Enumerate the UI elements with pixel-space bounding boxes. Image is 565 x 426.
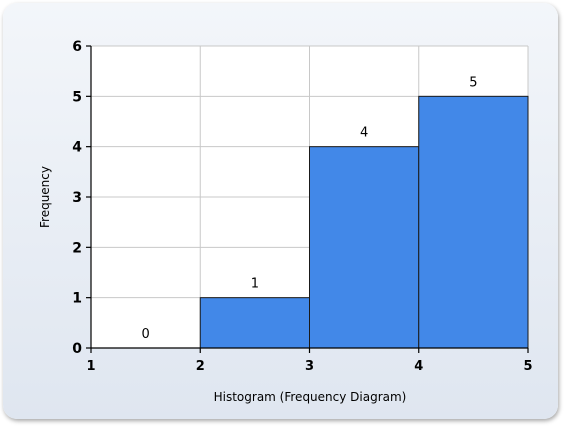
data-label: 4 bbox=[360, 126, 368, 141]
histogram-bar bbox=[199, 297, 310, 349]
y-tick-label: 5 bbox=[72, 89, 82, 105]
x-tick-label: 4 bbox=[414, 359, 423, 374]
histogram-bar bbox=[309, 146, 420, 349]
x-tick-label: 2 bbox=[196, 359, 205, 374]
y-tick-labels: 0 1 2 3 4 5 6 bbox=[72, 39, 82, 357]
x-tick-label: 3 bbox=[305, 359, 314, 374]
histogram-bar bbox=[418, 95, 529, 349]
x-tick-label: 1 bbox=[86, 359, 95, 374]
data-label: 0 bbox=[141, 327, 149, 342]
data-labels: 0 1 4 5 bbox=[141, 75, 477, 342]
y-tick-label: 0 bbox=[72, 341, 82, 357]
y-tick-label: 6 bbox=[72, 39, 82, 55]
axes-group bbox=[86, 45, 529, 353]
data-label: 5 bbox=[469, 75, 477, 90]
bars-group bbox=[199, 95, 529, 349]
y-tick-label: 2 bbox=[72, 240, 82, 256]
y-axis-label: Frequency bbox=[38, 166, 52, 228]
x-axis-label: Histogram (Frequency Diagram) bbox=[214, 390, 407, 404]
y-tick-label: 1 bbox=[72, 291, 82, 307]
y-tick-label: 4 bbox=[72, 140, 82, 156]
x-tick-labels: 1 2 3 4 5 bbox=[86, 359, 532, 374]
y-tick-label: 3 bbox=[72, 190, 82, 206]
data-label: 1 bbox=[251, 277, 259, 292]
x-tick-label: 5 bbox=[523, 359, 532, 374]
